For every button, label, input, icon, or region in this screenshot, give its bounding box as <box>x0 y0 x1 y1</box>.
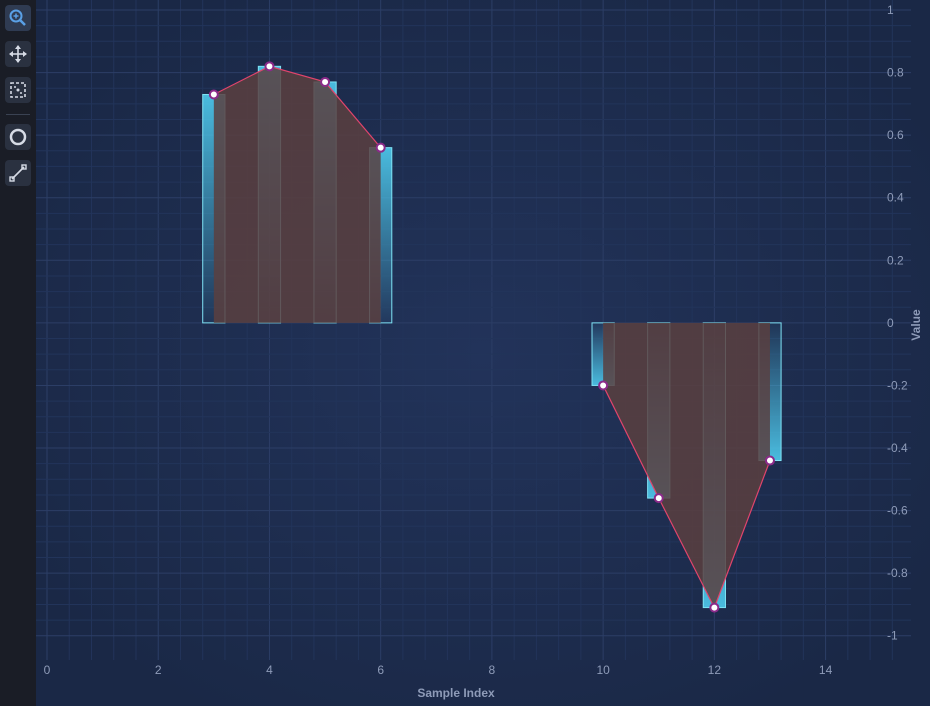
x-tick-label: 4 <box>266 663 273 677</box>
x-tick-label: 12 <box>708 663 722 677</box>
mountain-line <box>602 385 771 610</box>
chart-surface[interactable]: 0 2 4 6 8 10 12 14 1 0.8 0.6 0.4 0.2 0 -0.2 -0.4 -0.6 -0… <box>36 0 930 706</box>
gridlines <box>36 0 911 660</box>
y-axis-title: Value <box>909 309 923 341</box>
data-point-marker <box>264 61 275 72</box>
y-tick-label: 1 <box>887 3 894 17</box>
x-tick-label: 2 <box>155 663 162 677</box>
mountain-series <box>213 65 771 610</box>
y-tick-label: 0.6 <box>887 128 904 142</box>
x-axis-title: Sample Index <box>417 686 495 700</box>
y-tick-label: 0 <box>887 316 894 330</box>
x-tick-label: 14 <box>819 663 833 677</box>
x-tick-label: 0 <box>44 663 51 677</box>
data-point-marker <box>375 142 386 153</box>
mountain-line <box>213 65 382 149</box>
x-tick-label: 10 <box>596 663 610 677</box>
y-tick-label: -1 <box>887 629 898 643</box>
line-annotation-icon[interactable] <box>5 160 31 186</box>
data-point-marker <box>653 493 664 504</box>
mountain-area <box>213 66 381 323</box>
y-tick-label: 0.8 <box>887 66 904 80</box>
plot-background <box>36 0 930 706</box>
y-tick-label: -0.2 <box>887 378 908 392</box>
x-tick-label: 8 <box>489 663 496 677</box>
data-point-marker <box>764 455 775 466</box>
rollover-icon[interactable] <box>5 124 31 150</box>
y-tick-label: -0.4 <box>887 441 908 455</box>
y-tick-label: 0.2 <box>887 253 904 267</box>
data-point-marker <box>320 76 331 87</box>
data-point-marker <box>709 602 720 613</box>
pan-icon[interactable] <box>5 41 31 67</box>
data-point-marker <box>598 380 609 391</box>
zoom-icon[interactable] <box>5 5 31 31</box>
chart-toolbar <box>0 0 36 706</box>
y-axis: 1 0.8 0.6 0.4 0.2 0 -0.2 -0.4 -0.6 -0.8 -1 <box>887 3 908 643</box>
x-axis: 0 2 4 6 8 10 12 14 <box>44 663 833 677</box>
x-tick-label: 6 <box>377 663 384 677</box>
y-tick-label: -0.6 <box>887 504 908 518</box>
y-tick-label: 0.4 <box>887 191 904 205</box>
y-tick-label: -0.8 <box>887 566 908 580</box>
point-markers <box>208 61 775 613</box>
toolbar-divider <box>6 114 30 115</box>
data-point-marker <box>208 89 219 100</box>
zoom-extents-icon[interactable] <box>5 77 31 103</box>
mountain-area <box>603 322 770 608</box>
